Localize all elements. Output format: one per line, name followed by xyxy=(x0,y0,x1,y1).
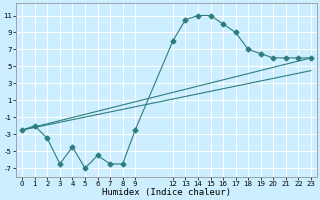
X-axis label: Humidex (Indice chaleur): Humidex (Indice chaleur) xyxy=(102,188,231,197)
